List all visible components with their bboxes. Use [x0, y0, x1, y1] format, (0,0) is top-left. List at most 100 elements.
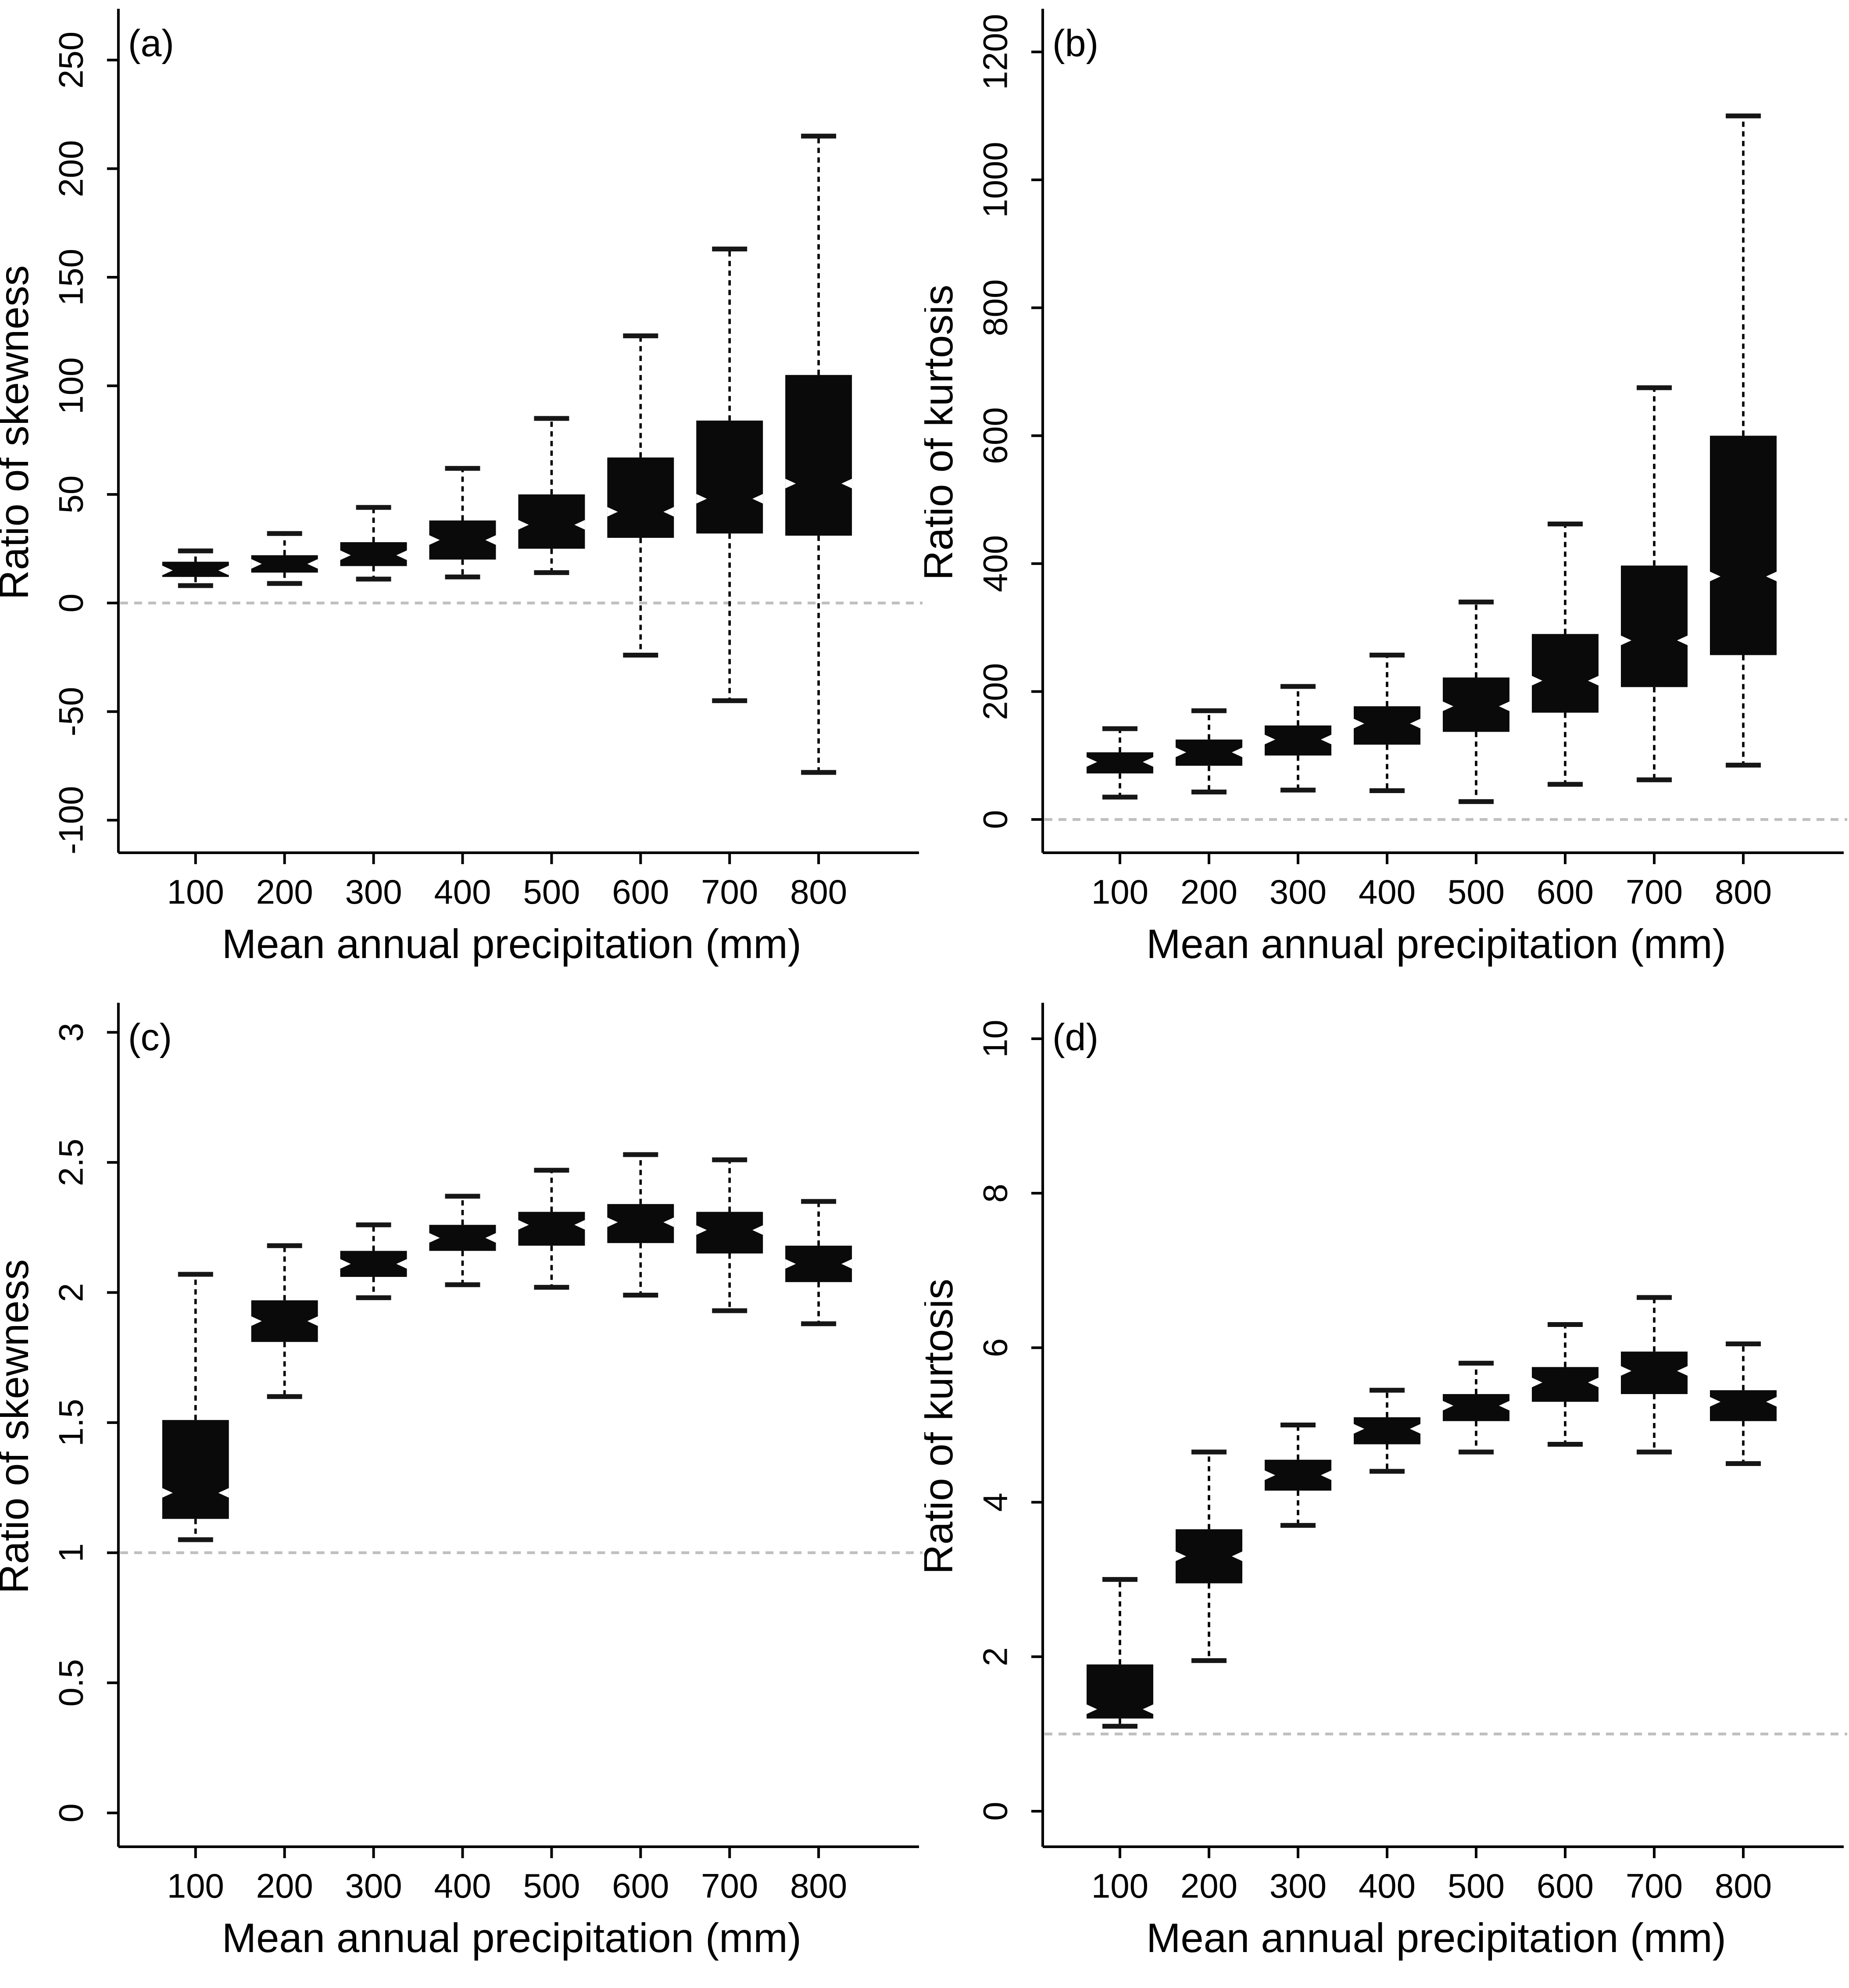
- y-tick-label: 200: [52, 140, 90, 197]
- box-rect: [1265, 725, 1331, 756]
- x-tick-label: 500: [1448, 1866, 1505, 1905]
- median-notch-right: [307, 1316, 318, 1326]
- x-tick-label: 700: [701, 1866, 758, 1905]
- x-tick-label: 700: [1626, 1866, 1683, 1905]
- median-notch-left: [1710, 572, 1720, 582]
- y-tick-label: 1200: [976, 14, 1015, 90]
- box-group: [785, 133, 852, 775]
- x-tick-label: 100: [167, 1866, 224, 1905]
- median-notch-right: [1410, 1424, 1420, 1434]
- x-tick-label: 100: [1091, 872, 1148, 911]
- panel-letter: (b): [1052, 22, 1098, 64]
- median-notch-left: [785, 479, 796, 489]
- box-rect: [162, 1420, 229, 1519]
- box-group: [340, 505, 407, 582]
- x-tick-label: 300: [1270, 1866, 1327, 1905]
- y-tick-label: 1000: [976, 142, 1015, 218]
- box-group: [785, 1199, 852, 1327]
- median-notch-left: [1621, 1366, 1631, 1376]
- x-tick-label: 100: [167, 872, 224, 911]
- box-rect: [1354, 1417, 1420, 1445]
- median-notch-left: [340, 550, 351, 560]
- y-axis-title: Ratio of skewness: [0, 1259, 37, 1594]
- median-notch-left: [1265, 734, 1275, 744]
- x-tick-label: 800: [790, 872, 847, 911]
- box-rect: [518, 494, 585, 549]
- box-group: [1710, 113, 1777, 768]
- median-notch-right: [1143, 1704, 1153, 1714]
- y-tick-label: 150: [52, 249, 90, 306]
- median-notch-left: [429, 535, 440, 545]
- median-notch-left: [1532, 676, 1542, 686]
- box-rect: [251, 555, 318, 573]
- y-tick-label: 0: [52, 1803, 90, 1822]
- median-notch-left: [162, 565, 173, 576]
- y-tick-label: 0: [976, 810, 1015, 829]
- x-tick-label: 400: [1359, 1866, 1416, 1905]
- x-tick-label: 300: [345, 1866, 402, 1905]
- y-tick-label: 800: [976, 279, 1015, 336]
- y-tick-label: -50: [52, 687, 90, 737]
- box-rect: [696, 1212, 763, 1254]
- median-notch-left: [1621, 635, 1631, 645]
- y-tick-label: 2.5: [52, 1139, 90, 1186]
- median-notch-right: [1766, 572, 1777, 582]
- median-notch-right: [1232, 747, 1242, 758]
- box-rect: [429, 1225, 496, 1251]
- box-group: [1354, 1387, 1420, 1474]
- box-group: [1354, 652, 1420, 794]
- median-notch-right: [1677, 635, 1688, 645]
- y-tick-label: 600: [976, 407, 1015, 464]
- box-group: [1443, 1361, 1509, 1455]
- y-tick-label: 50: [52, 476, 90, 514]
- x-tick-label: 700: [701, 872, 758, 911]
- median-notch-right: [752, 494, 763, 504]
- panel-d-chart: 0 2 4 6 8 10 100 200 300 400 500 600 700 800 (d) Mean a…: [924, 1003, 1847, 1961]
- median-notch-right: [574, 520, 585, 530]
- median-notch-left: [696, 1225, 707, 1235]
- median-notch-right: [1410, 719, 1420, 729]
- x-tick-label: 600: [1537, 872, 1594, 911]
- box-rect: [607, 457, 674, 538]
- median-notch-right: [663, 507, 674, 517]
- box-rect: [1532, 634, 1599, 713]
- box-rect: [1265, 1459, 1331, 1491]
- y-tick-label: 100: [52, 357, 90, 414]
- median-notch-right: [1499, 1401, 1509, 1411]
- median-notch-left: [607, 507, 618, 517]
- median-notch-right: [396, 550, 407, 560]
- median-notch-left: [340, 1259, 351, 1269]
- x-axis-title: Mean annual precipitation (mm): [1146, 1915, 1726, 1961]
- y-tick-label: 250: [52, 32, 90, 89]
- box-group: [607, 333, 674, 658]
- median-notch-left: [251, 559, 262, 569]
- x-tick-label: 400: [434, 1866, 491, 1905]
- box-rect: [607, 1204, 674, 1243]
- box-group: [1265, 684, 1331, 793]
- box-group: [1176, 1449, 1242, 1663]
- median-notch-left: [429, 1233, 440, 1243]
- median-notch-left: [162, 1488, 173, 1498]
- median-notch-right: [1499, 701, 1509, 712]
- median-notch-right: [841, 1259, 852, 1269]
- y-tick-label: 10: [976, 1020, 1015, 1058]
- x-tick-label: 200: [1180, 872, 1237, 911]
- panel-a-chart: -100 -50 0 50 100 150 200 250 100 200 300 400 500 600…: [0, 9, 923, 967]
- panel-c-chart: 0 0.5 1 1.5 2 2.5 3 100 200 300 400 500 600 700 800 (c)…: [0, 1003, 923, 1961]
- median-notch-left: [785, 1259, 796, 1269]
- y-axis-title: Ratio of skewness: [0, 265, 37, 600]
- median-notch-right: [218, 565, 229, 576]
- median-notch-right: [1588, 1377, 1599, 1387]
- median-notch-right: [1677, 1366, 1688, 1376]
- median-notch-left: [607, 1217, 618, 1227]
- box-rect: [1176, 1529, 1242, 1584]
- box-rect: [1710, 436, 1777, 655]
- median-notch-right: [1321, 734, 1331, 744]
- x-tick-label: 400: [434, 872, 491, 911]
- median-notch-right: [1588, 676, 1599, 686]
- x-tick-label: 600: [1537, 1866, 1594, 1905]
- y-tick-label: 6: [976, 1338, 1015, 1357]
- box-group: [162, 548, 229, 588]
- x-tick-label: 800: [1715, 1866, 1772, 1905]
- x-tick-label: 400: [1359, 872, 1416, 911]
